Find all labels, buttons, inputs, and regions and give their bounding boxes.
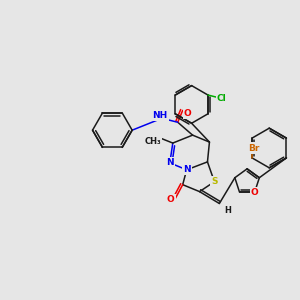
Text: S: S xyxy=(211,177,218,186)
Text: CH₃: CH₃ xyxy=(145,136,161,146)
Text: Br: Br xyxy=(248,143,260,152)
Text: H: H xyxy=(224,206,231,215)
Text: NH: NH xyxy=(152,111,167,120)
Text: N: N xyxy=(166,158,174,167)
Text: O: O xyxy=(251,188,259,196)
Text: Cl: Cl xyxy=(217,94,227,103)
Text: O: O xyxy=(184,109,191,118)
Text: N: N xyxy=(183,165,190,174)
Text: O: O xyxy=(167,195,175,204)
